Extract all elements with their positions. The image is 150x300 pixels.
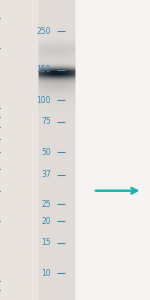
Text: 100: 100 xyxy=(36,96,51,105)
Text: 150: 150 xyxy=(36,65,51,74)
Text: 20: 20 xyxy=(41,217,51,226)
Text: 15: 15 xyxy=(41,238,51,247)
Text: 75: 75 xyxy=(41,117,51,126)
Text: 37: 37 xyxy=(41,170,51,179)
Text: 250: 250 xyxy=(36,27,51,36)
Text: 50: 50 xyxy=(41,148,51,157)
Text: 10: 10 xyxy=(41,269,51,278)
Text: 25: 25 xyxy=(41,200,51,209)
